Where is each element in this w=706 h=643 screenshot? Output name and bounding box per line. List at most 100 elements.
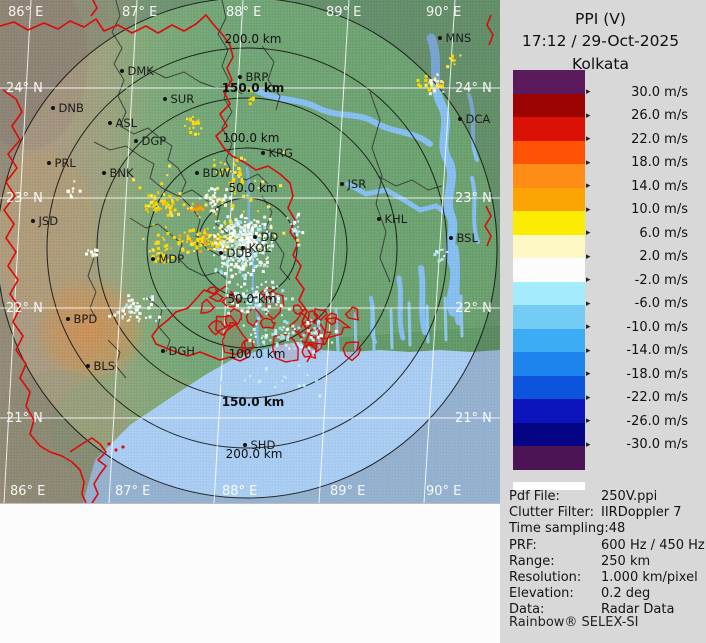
radar-echo-pixel [226,237,229,240]
radar-echo-pixel [127,299,131,303]
radar-echo-pixel [439,259,442,262]
radar-echo-pixel [238,234,242,238]
radar-echo-pixel [272,299,276,303]
radar-echo-pixel [181,248,185,252]
legend-value: 18.0 m/s [631,155,688,171]
radar-echo-pixel [235,244,239,248]
legend-band [513,93,585,118]
radar-echo-pixel [157,257,161,261]
radar-echo-pixel [186,250,190,254]
radar-echo-pixel [194,207,197,210]
sundarbans-island-outline [313,307,328,322]
product-timestamp: 17:12 / 29-Oct-2025 [521,32,680,51]
radar-echo-pixel [249,233,251,236]
radar-echo-pixel [265,257,268,260]
radar-echo-pixel [189,237,191,240]
radar-echo-pixel [282,326,285,329]
radar-echo-pixel [261,335,264,338]
radar-echo-pixel [200,238,203,241]
radar-echo-pixel [297,243,301,247]
radar-echo-pixel [248,338,252,342]
radar-echo-pixel [264,288,267,291]
radar-echo-pixel [264,367,268,371]
station-marker-dnb: DNB [51,101,84,115]
legend-tick-arrow-icon: ▸ [586,392,591,403]
radar-echo-pixel [171,202,175,206]
legend-label-row: ▸ 10.0 m/s [586,202,702,217]
radar-echo-pixel [234,262,238,266]
radar-echo-pixel [253,249,256,251]
radar-echo-pixel [250,228,254,232]
state-boundaries-layer [0,0,494,504]
radar-echo-pixel [95,248,99,252]
radar-echo-pixel [287,327,289,330]
radar-echo-pixel [138,305,142,308]
radar-echo-pixel [280,334,284,338]
radar-echo-pixel [259,245,262,248]
radar-echo-pixel [220,224,223,228]
metadata-value: Radar Data [601,602,675,618]
radar-echo-pixel [248,231,251,234]
radar-echo-pixel [240,178,243,181]
radar-echo-pixel [258,303,262,307]
radar-echo-pixel [243,311,246,314]
legend-value: 26.0 m/s [631,108,688,124]
radar-echo-pixel [224,252,227,255]
radar-echo-pixel [244,263,248,267]
radar-echo-pixel [171,200,175,204]
radar-echo-pixel [424,74,428,78]
radar-echo-pixel [265,260,269,264]
radar-echo-pixel [218,381,222,385]
radar-echo-pixel [264,241,268,245]
radar-echo-pixel [290,223,293,226]
longitude-label-bottom: 90° E [426,484,461,499]
stations-layer: MNS DMK BRP SUR DNB ASL DCA DGP KRG PRL BNK BDW JSR K… [31,31,490,452]
radar-echo-pixel [226,264,230,268]
radar-echo-pixel [273,399,277,403]
radar-echo-pixel [259,251,262,254]
radar-echo-pixel [245,239,248,242]
sundarbans-island-outline [271,333,299,363]
radar-echo-pixel [208,196,212,200]
radar-echo-pixel [165,244,169,248]
radar-echo-pixel [206,196,209,199]
radar-echo-pixel [255,294,258,297]
radar-echo-pixel [309,336,313,340]
station-label: DNB [59,101,84,115]
radar-echo-pixel [242,228,246,232]
radar-echo-pixel [229,251,232,254]
metadata-value: 0.2 deg [601,586,651,602]
radar-echo-pixel [280,337,283,340]
station-label: JSD [38,214,59,228]
radar-echo-pixel [199,232,202,235]
radar-echo-pixel [212,209,215,213]
radar-echo-pixel [237,222,241,226]
longitude-label-top: 90° E [426,5,461,20]
metadata-value: 1.000 km/pixel [601,570,698,586]
legend-band [513,164,585,188]
radar-echo-pixel [210,187,214,191]
radar-echo-pixel [216,238,219,240]
radar-echo-pixel [253,253,255,256]
radar-echo-pixel [167,194,171,198]
radar-echo-pixel [225,188,229,192]
radar-echo-pixel [255,252,258,255]
range-ring-label: 150.0 km [222,395,285,409]
radar-echo-pixel [169,194,172,197]
radar-echo-pixel [252,268,256,272]
radar-echo-pixel [243,217,246,220]
radar-echo-pixel [217,220,220,222]
radar-echo-pixel [251,287,254,290]
radar-echo-pixel [236,249,239,252]
radar-echo-pixel [130,298,134,302]
radar-echo-pixel [217,237,221,241]
sundarbans-island-outline [292,304,307,316]
radar-echo-pixel [204,203,208,207]
radar-echo-pixel [152,209,155,211]
radar-echo-pixel [138,317,141,320]
radar-echo-pixel [164,249,167,252]
radar-map-canvas[interactable]: 200.0 km 150.0 km 100.0 km 50.0 km 50.0 km 10… [0,0,500,510]
station-label: SHD [251,438,276,452]
radar-echo-pixel [263,246,266,249]
legend-value: -2.0 m/s [634,272,688,288]
